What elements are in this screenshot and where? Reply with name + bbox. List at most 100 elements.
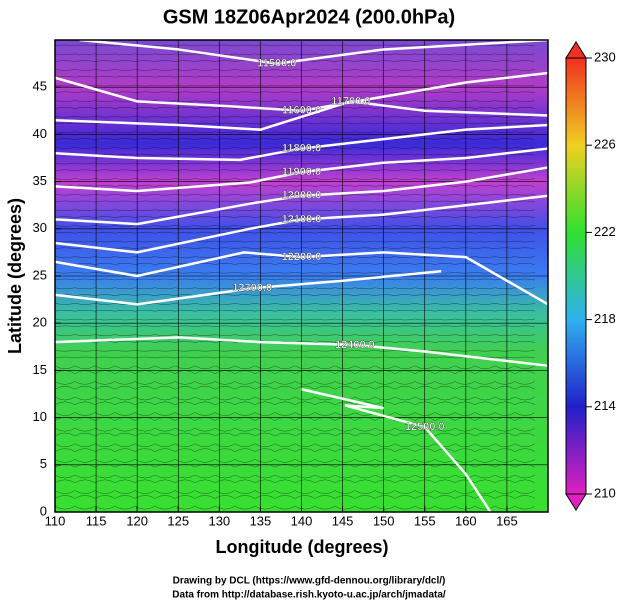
- y-tick-label: 45: [33, 79, 47, 94]
- streamline: [54, 162, 536, 165]
- y-tick-label: 25: [33, 267, 47, 282]
- contour-line: [54, 166, 549, 226]
- streamline: [54, 370, 536, 374]
- streamline: [54, 107, 536, 109]
- streamline: [54, 247, 536, 250]
- contour-line: [54, 147, 549, 193]
- streamline: [54, 287, 536, 290]
- contour-label: 11700.0: [331, 95, 370, 107]
- x-tick-label: 165: [496, 513, 518, 528]
- x-tick-label: 155: [414, 513, 436, 528]
- streamline: [54, 263, 536, 265]
- streamline: [54, 169, 536, 172]
- contour-line: [54, 336, 549, 367]
- streamline: [54, 115, 536, 118]
- streamline: [54, 427, 536, 432]
- streamline: [54, 479, 536, 484]
- contour-label: 11500.0: [257, 58, 296, 70]
- streamline: [54, 185, 536, 187]
- contour-line: [54, 270, 442, 306]
- streamline: [54, 443, 536, 448]
- contour-label: 11900.0: [282, 166, 321, 178]
- y-tick-label: 15: [33, 362, 47, 377]
- streamline: [54, 200, 536, 203]
- streamline: [54, 463, 536, 468]
- streamline: [54, 240, 536, 243]
- y-axis-label: Latitude (degrees): [5, 198, 25, 354]
- colorbar-cap: [565, 41, 587, 59]
- streamline: [54, 325, 536, 328]
- streamline: [54, 396, 536, 401]
- streamline: [54, 505, 536, 510]
- streamline: [54, 417, 536, 421]
- x-axis-label: Longitude (degrees): [215, 537, 388, 557]
- streamline: [54, 365, 536, 370]
- credit: Drawing by DCL (https://www.gfd-dennou.o…: [173, 576, 446, 587]
- contour-line: [54, 100, 549, 131]
- contour-label: 12200.0: [282, 251, 322, 263]
- y-tick-label: 40: [33, 126, 47, 141]
- streamline: [54, 334, 536, 336]
- streamline: [54, 356, 536, 359]
- y-tick-label: 5: [40, 456, 47, 471]
- streamline: [54, 53, 536, 56]
- streamline: [54, 294, 536, 296]
- streamline: [54, 474, 536, 479]
- contour-label: 11800.0: [282, 142, 321, 154]
- streamline: [54, 193, 536, 196]
- plot: 11500.0 11600.0 11700.0 11800.0 11900.0 12000…: [54, 38, 549, 513]
- contour-line: [79, 38, 549, 65]
- y-tick-label: 30: [33, 220, 47, 235]
- credit: Data from http://database.rish.kyoto-u.a…: [172, 590, 446, 601]
- streamline: [54, 459, 536, 463]
- streamline: [54, 448, 536, 452]
- colorbar-tick-label: 226: [594, 137, 616, 152]
- streamline: [54, 278, 536, 281]
- contour-label: 11600.0: [282, 105, 321, 117]
- streamline: [54, 412, 536, 416]
- streamline: [54, 225, 536, 227]
- streamline: [54, 231, 536, 234]
- streamline: [54, 432, 536, 437]
- streamline: [54, 349, 536, 352]
- streamline: [54, 401, 536, 406]
- streamline: [54, 91, 536, 94]
- streamline: [54, 216, 536, 218]
- contour-line: [54, 71, 549, 113]
- colorbar-tick-label: 230: [594, 49, 616, 64]
- colorbar-tick-label: 222: [594, 224, 616, 239]
- x-tick-label: 120: [126, 513, 148, 528]
- contour-label: 12100.0: [282, 213, 322, 225]
- x-tick-label: 115: [86, 513, 107, 528]
- x-tick-label: 125: [167, 513, 189, 528]
- streamline: [54, 490, 536, 494]
- contour-line: [54, 251, 549, 306]
- colorbar-tick-label: 210: [594, 485, 616, 500]
- streamline: [54, 209, 536, 212]
- streamline: [54, 138, 536, 140]
- colorbar-tick-label: 214: [594, 398, 616, 413]
- streamline: [54, 147, 536, 149]
- contour-label: 12300.0: [232, 282, 272, 294]
- colorbar: [565, 57, 587, 495]
- x-tick-label: 145: [332, 513, 354, 528]
- contour-label: 12400.0: [335, 339, 375, 351]
- contour-line: [54, 123, 549, 162]
- streamline: [54, 75, 536, 78]
- streamline: [54, 69, 536, 71]
- y-tick-label: 20: [33, 315, 47, 330]
- x-tick-label: 110: [45, 513, 66, 528]
- x-tick-label: 140: [291, 513, 313, 528]
- contour-label: 12500.0: [405, 421, 445, 433]
- y-tick-label: 35: [33, 173, 47, 188]
- streamline: [54, 309, 536, 312]
- x-tick-label: 160: [455, 513, 477, 528]
- streamline: [54, 318, 536, 321]
- colorbar-tick-label: 218: [594, 311, 616, 326]
- x-tick-label: 135: [250, 513, 272, 528]
- streamline: [54, 153, 536, 156]
- contour-line: [301, 388, 492, 513]
- streamline: [54, 495, 536, 499]
- streamline: [54, 271, 536, 274]
